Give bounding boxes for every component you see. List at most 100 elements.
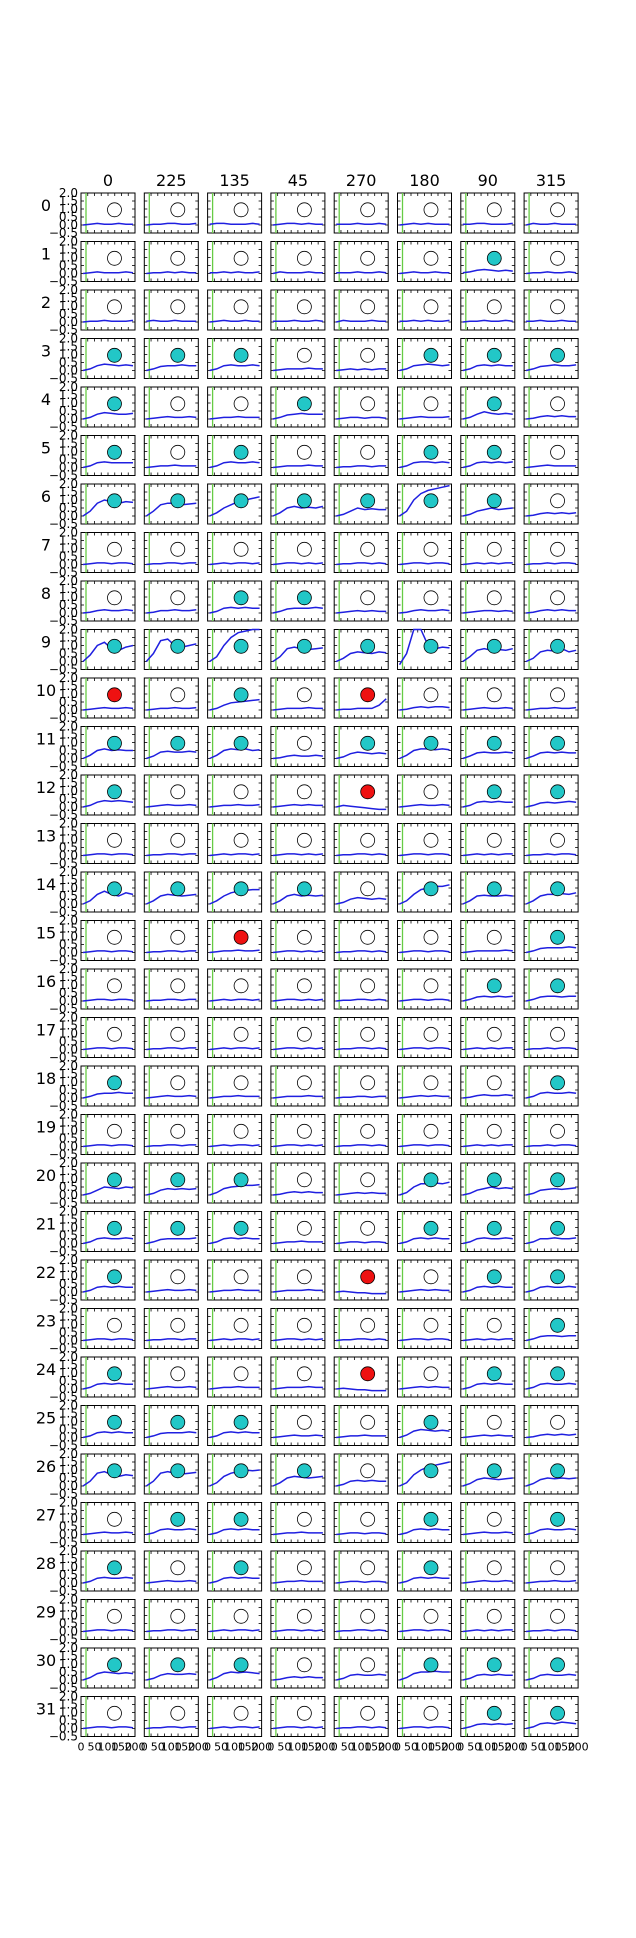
response-trace: [272, 1094, 323, 1099]
significance-marker: [170, 1220, 186, 1236]
significance-marker: [360, 396, 376, 412]
y-tick-label: 1.5: [59, 534, 78, 548]
significance-marker: [423, 929, 439, 945]
significance-marker: [423, 978, 439, 994]
significance-marker: [423, 396, 439, 412]
y-tick-label: 2.0: [59, 817, 78, 831]
row-label: 9: [41, 633, 51, 652]
y-tick-label: −0.5: [49, 954, 78, 968]
significance-marker: [233, 978, 249, 994]
y-tick-label: 1.0: [59, 736, 78, 750]
response-trace: [526, 319, 577, 322]
response-trace: [146, 415, 197, 420]
y-tick-label: 0.0: [59, 218, 78, 232]
response-trace: [335, 651, 387, 663]
panel: [397, 1065, 452, 1107]
response-trace: [145, 638, 197, 662]
response-trace: [399, 415, 450, 420]
significance-marker: [486, 590, 502, 606]
significance-marker: [486, 347, 502, 363]
panel: [523, 580, 579, 622]
response-trace: [398, 628, 450, 666]
response-trace: [146, 1237, 197, 1245]
significance-marker: [170, 1123, 186, 1139]
significance-marker: [550, 832, 565, 848]
y-tick-label: 1.0: [59, 1706, 78, 1720]
panel-grid: [80, 192, 579, 1737]
y-tick-label: 1.0: [59, 299, 78, 313]
column-header: 180: [409, 171, 440, 190]
significance-marker: [360, 1075, 376, 1091]
y-tick-label: 1.5: [59, 1261, 78, 1275]
significance-marker: [360, 687, 376, 703]
significance-marker: [107, 1172, 122, 1188]
significance-marker: [486, 687, 502, 703]
y-tick-label: 0.5: [59, 1132, 78, 1146]
significance-marker: [233, 1220, 249, 1236]
panel: [207, 628, 263, 670]
significance-marker: [107, 735, 122, 751]
panel: [270, 483, 326, 525]
response-trace: [336, 804, 387, 811]
y-tick-label: 0.5: [59, 1277, 78, 1291]
row-label: 18: [36, 1069, 56, 1088]
response-trace: [209, 1144, 260, 1148]
significance-marker: [486, 541, 502, 557]
response-trace: [82, 1237, 134, 1245]
panel: [270, 920, 326, 961]
panel: [523, 289, 579, 331]
row-label: 15: [36, 924, 56, 943]
response-trace: [462, 800, 513, 808]
panel: [523, 483, 579, 525]
significance-marker: [296, 978, 312, 994]
response-trace: [399, 609, 450, 614]
y-tick-label: 1.5: [59, 388, 78, 402]
row-label: 5: [41, 439, 51, 458]
y-tick-label: −0.5: [49, 1099, 78, 1113]
panel: [207, 532, 263, 573]
y-tick-label: 2.0: [59, 1011, 78, 1025]
panel: [207, 435, 263, 476]
response-trace: [336, 751, 387, 760]
significance-marker: [360, 590, 376, 606]
significance-marker: [233, 735, 249, 751]
significance-marker: [107, 832, 122, 848]
response-trace: [82, 748, 133, 760]
significance-marker: [170, 299, 186, 315]
y-tick-label: 0.0: [59, 1382, 78, 1396]
panel: [270, 1162, 326, 1204]
response-trace: [82, 1091, 133, 1099]
y-tick-label: 1.5: [59, 679, 78, 693]
y-tick-label: 1.0: [59, 542, 78, 556]
y-tick-label: −0.5: [49, 614, 78, 628]
significance-marker: [486, 444, 502, 460]
y-tick-label: −0.5: [49, 857, 78, 871]
response-trace: [399, 1181, 450, 1196]
significance-marker: [296, 250, 312, 266]
y-tick-label: 1.5: [59, 728, 78, 742]
panel: [460, 338, 516, 379]
y-tick-label: 0.5: [59, 1035, 78, 1049]
response-trace: [462, 319, 513, 323]
panel: [397, 192, 452, 234]
significance-marker: [233, 929, 249, 945]
panel: [270, 726, 326, 767]
response-trace: [209, 1094, 260, 1099]
panel: [397, 435, 452, 476]
y-tick-label: 1.5: [59, 1698, 78, 1712]
response-trace: [526, 853, 577, 857]
significance-marker: [107, 687, 122, 703]
y-tick-label: 1.5: [59, 1164, 78, 1178]
significance-marker: [486, 978, 502, 994]
row-label: 7: [41, 536, 51, 555]
response-trace: [146, 750, 197, 760]
row-label: 14: [36, 875, 56, 894]
significance-marker: [170, 784, 186, 800]
panel: [397, 1211, 452, 1252]
row-label: 0: [41, 196, 51, 215]
panel: [460, 435, 516, 476]
y-tick-label: 1.0: [59, 1269, 78, 1283]
panel: [333, 677, 389, 719]
panel: [523, 1017, 579, 1058]
